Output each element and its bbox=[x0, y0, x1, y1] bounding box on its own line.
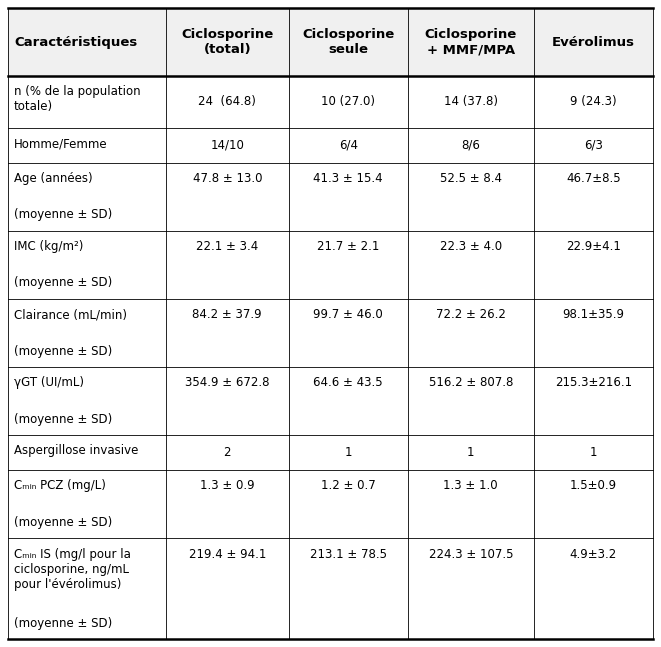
Text: 22.9±4.1: 22.9±4.1 bbox=[566, 240, 621, 253]
Text: 1.2 ± 0.7: 1.2 ± 0.7 bbox=[321, 479, 375, 492]
Text: (moyenne ± SD): (moyenne ± SD) bbox=[14, 617, 112, 630]
Text: (moyenne ± SD): (moyenne ± SD) bbox=[14, 344, 112, 358]
Text: 21.7 ± 2.1: 21.7 ± 2.1 bbox=[317, 240, 379, 253]
Text: 14/10: 14/10 bbox=[210, 138, 244, 152]
Text: 72.2 ± 26.2: 72.2 ± 26.2 bbox=[436, 308, 506, 322]
Text: Ciclosporine
(total): Ciclosporine (total) bbox=[181, 28, 274, 56]
Text: γGT (UI/mL): γGT (UI/mL) bbox=[14, 377, 84, 389]
Text: 213.1 ± 78.5: 213.1 ± 78.5 bbox=[310, 547, 387, 560]
Text: 1: 1 bbox=[344, 446, 352, 459]
Text: 47.8 ± 13.0: 47.8 ± 13.0 bbox=[192, 172, 262, 185]
Text: 46.7±8.5: 46.7±8.5 bbox=[566, 172, 621, 185]
Text: 22.1 ± 3.4: 22.1 ± 3.4 bbox=[196, 240, 258, 253]
Text: (moyenne ± SD): (moyenne ± SD) bbox=[14, 276, 112, 289]
Text: Ciclosporine
+ MMF/MPA: Ciclosporine + MMF/MPA bbox=[424, 28, 517, 56]
Text: n (% de la population
totale): n (% de la population totale) bbox=[14, 85, 141, 113]
Text: 4.9±3.2: 4.9±3.2 bbox=[570, 547, 617, 560]
Text: 219.4 ± 94.1: 219.4 ± 94.1 bbox=[188, 547, 266, 560]
Text: 1.3 ± 1.0: 1.3 ± 1.0 bbox=[444, 479, 498, 492]
Text: (moyenne ± SD): (moyenne ± SD) bbox=[14, 413, 112, 426]
Text: 9 (24.3): 9 (24.3) bbox=[570, 95, 617, 108]
Text: IMC (kg/m²): IMC (kg/m²) bbox=[14, 240, 83, 253]
Text: 10 (27.0): 10 (27.0) bbox=[321, 95, 375, 108]
Text: (moyenne ± SD): (moyenne ± SD) bbox=[14, 208, 112, 221]
Text: 99.7 ± 46.0: 99.7 ± 46.0 bbox=[313, 308, 383, 322]
Text: Caractéristiques: Caractéristiques bbox=[14, 36, 137, 49]
Text: 41.3 ± 15.4: 41.3 ± 15.4 bbox=[313, 172, 383, 185]
Text: 52.5 ± 8.4: 52.5 ± 8.4 bbox=[440, 172, 502, 185]
Text: 84.2 ± 37.9: 84.2 ± 37.9 bbox=[192, 308, 262, 322]
Text: 224.3 ± 107.5: 224.3 ± 107.5 bbox=[428, 547, 513, 560]
Text: 215.3±216.1: 215.3±216.1 bbox=[555, 377, 632, 389]
Text: Evérolimus: Evérolimus bbox=[552, 36, 635, 49]
Text: 1: 1 bbox=[467, 446, 475, 459]
Text: 14 (37.8): 14 (37.8) bbox=[444, 95, 498, 108]
Text: 24  (64.8): 24 (64.8) bbox=[198, 95, 256, 108]
Text: 516.2 ± 807.8: 516.2 ± 807.8 bbox=[428, 377, 513, 389]
Bar bbox=[8, 8, 653, 76]
Text: Cₘᵢₙ IS (mg/l pour la
ciclosporine, ng/mL
pour l'évérolimus): Cₘᵢₙ IS (mg/l pour la ciclosporine, ng/m… bbox=[14, 547, 131, 591]
Text: 8/6: 8/6 bbox=[461, 138, 481, 152]
Text: 98.1±35.9: 98.1±35.9 bbox=[563, 308, 625, 322]
Text: 1: 1 bbox=[590, 446, 597, 459]
Text: Clairance (mL/min): Clairance (mL/min) bbox=[14, 308, 127, 322]
Text: Cₘᵢₙ PCZ (mg/L): Cₘᵢₙ PCZ (mg/L) bbox=[14, 479, 106, 492]
Text: 354.9 ± 672.8: 354.9 ± 672.8 bbox=[185, 377, 270, 389]
Text: (moyenne ± SD): (moyenne ± SD) bbox=[14, 516, 112, 529]
Text: 1.5±0.9: 1.5±0.9 bbox=[570, 479, 617, 492]
Text: 22.3 ± 4.0: 22.3 ± 4.0 bbox=[440, 240, 502, 253]
Text: 6/3: 6/3 bbox=[584, 138, 603, 152]
Text: Homme/Femme: Homme/Femme bbox=[14, 137, 108, 150]
Text: 64.6 ± 43.5: 64.6 ± 43.5 bbox=[313, 377, 383, 389]
Text: 1.3 ± 0.9: 1.3 ± 0.9 bbox=[200, 479, 254, 492]
Text: Age (années): Age (années) bbox=[14, 172, 93, 185]
Text: 6/4: 6/4 bbox=[338, 138, 358, 152]
Text: 2: 2 bbox=[223, 446, 231, 459]
Text: Ciclosporine
seule: Ciclosporine seule bbox=[302, 28, 395, 56]
Text: Aspergillose invasive: Aspergillose invasive bbox=[14, 444, 138, 457]
